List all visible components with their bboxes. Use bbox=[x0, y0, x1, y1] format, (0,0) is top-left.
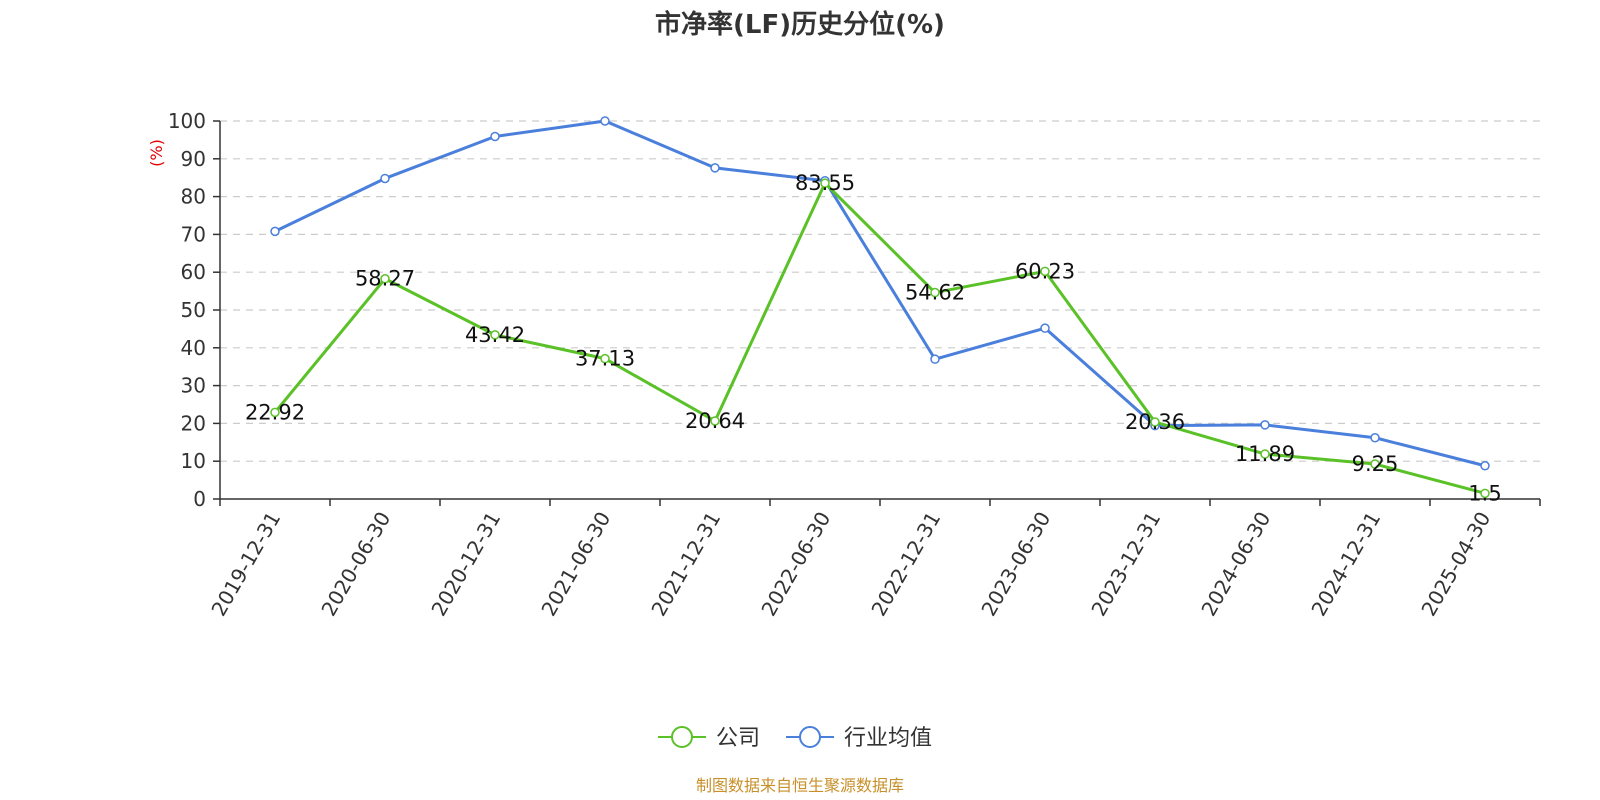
legend-label: 行业均值 bbox=[844, 726, 932, 751]
data-label: 58.27 bbox=[355, 267, 415, 291]
grid bbox=[220, 120, 1540, 462]
data-point bbox=[380, 273, 390, 284]
y-tick-label: 30 bbox=[181, 374, 206, 398]
data-point bbox=[490, 330, 500, 340]
chart-title: 市净率(LF)历史分位(%) bbox=[655, 9, 945, 40]
data-point bbox=[380, 173, 390, 184]
y-tick-label: 0 bbox=[193, 487, 206, 511]
legend-item-1[interactable]: 行业均值 bbox=[786, 726, 932, 751]
data-label: 20.36 bbox=[1125, 410, 1185, 434]
data-point bbox=[820, 178, 830, 188]
y-tick-label: 50 bbox=[181, 298, 206, 322]
x-tick-label: 2025-04-30 bbox=[1416, 508, 1495, 621]
x-tick-label: 2021-12-31 bbox=[646, 508, 725, 621]
data-labels: 22.92 58.27 43.42 37.13 20.64 83.55 54.62 60.23… bbox=[245, 171, 1502, 505]
x-tick-label: 2023-06-30 bbox=[976, 508, 1055, 621]
x-tick-label: 2022-06-30 bbox=[756, 508, 835, 621]
data-label: 1.5 bbox=[1468, 481, 1501, 505]
legend-item-0[interactable]: 公司 bbox=[658, 726, 760, 751]
data-point bbox=[1040, 323, 1050, 333]
source-note: 制图数据来自恒生聚源数据库 bbox=[696, 776, 904, 795]
data-point bbox=[1150, 417, 1160, 427]
data-point bbox=[710, 416, 720, 426]
data-point bbox=[1040, 266, 1050, 277]
data-point bbox=[930, 287, 940, 298]
data-point bbox=[1260, 420, 1270, 430]
y-tick-label: 60 bbox=[181, 260, 206, 284]
data-point bbox=[270, 226, 280, 237]
y-tick-label: 20 bbox=[181, 411, 206, 435]
data-point bbox=[710, 163, 720, 173]
series-line-1 bbox=[274, 119, 1486, 468]
data-point bbox=[600, 116, 610, 126]
legend-label: 公司 bbox=[716, 726, 760, 751]
data-label: 22.92 bbox=[245, 400, 305, 424]
x-tick-label: 2020-12-31 bbox=[426, 508, 505, 621]
series bbox=[270, 116, 1490, 499]
data-label: 20.64 bbox=[685, 409, 745, 433]
data-label: 11.89 bbox=[1235, 442, 1295, 466]
data-label: 37.13 bbox=[575, 347, 635, 371]
data-point bbox=[1370, 459, 1380, 469]
x-tick-label: 2019-12-31 bbox=[206, 508, 285, 621]
y-axis-label: (%) bbox=[147, 139, 166, 167]
legend-marker bbox=[799, 726, 821, 748]
data-point bbox=[1480, 488, 1490, 499]
y-tick-label: 90 bbox=[181, 147, 206, 171]
x-tick-label: 2022-12-31 bbox=[866, 508, 945, 621]
data-point bbox=[1260, 449, 1270, 459]
data-point bbox=[1480, 460, 1490, 471]
data-point bbox=[1370, 433, 1380, 443]
series-line-0 bbox=[273, 181, 1486, 495]
x-tick-label: 2024-06-30 bbox=[1196, 508, 1275, 621]
y-tick-label: 10 bbox=[181, 449, 206, 473]
legend[interactable]: 公司 行业均值 bbox=[658, 726, 932, 751]
data-point bbox=[930, 354, 940, 364]
data-label: 9.25 bbox=[1352, 452, 1399, 476]
x-tick-label: 2021-06-30 bbox=[536, 508, 615, 621]
legend-marker bbox=[671, 726, 693, 748]
data-label: 60.23 bbox=[1015, 259, 1075, 283]
y-tick-label: 80 bbox=[181, 185, 206, 209]
y-tick-label: 100 bbox=[168, 109, 206, 133]
data-label: 43.42 bbox=[465, 323, 525, 347]
data-point bbox=[490, 131, 500, 142]
x-tick-label: 2020-06-30 bbox=[316, 508, 395, 621]
data-label: 54.62 bbox=[905, 281, 965, 305]
x-tick-label: 2023-12-31 bbox=[1086, 508, 1165, 621]
y-tick-label: 40 bbox=[181, 336, 206, 360]
y-tick-label: 70 bbox=[181, 222, 206, 246]
data-label: 83.55 bbox=[795, 171, 855, 195]
data-point bbox=[270, 407, 280, 418]
data-point bbox=[600, 353, 610, 364]
x-tick-label: 2024-12-31 bbox=[1306, 508, 1385, 621]
